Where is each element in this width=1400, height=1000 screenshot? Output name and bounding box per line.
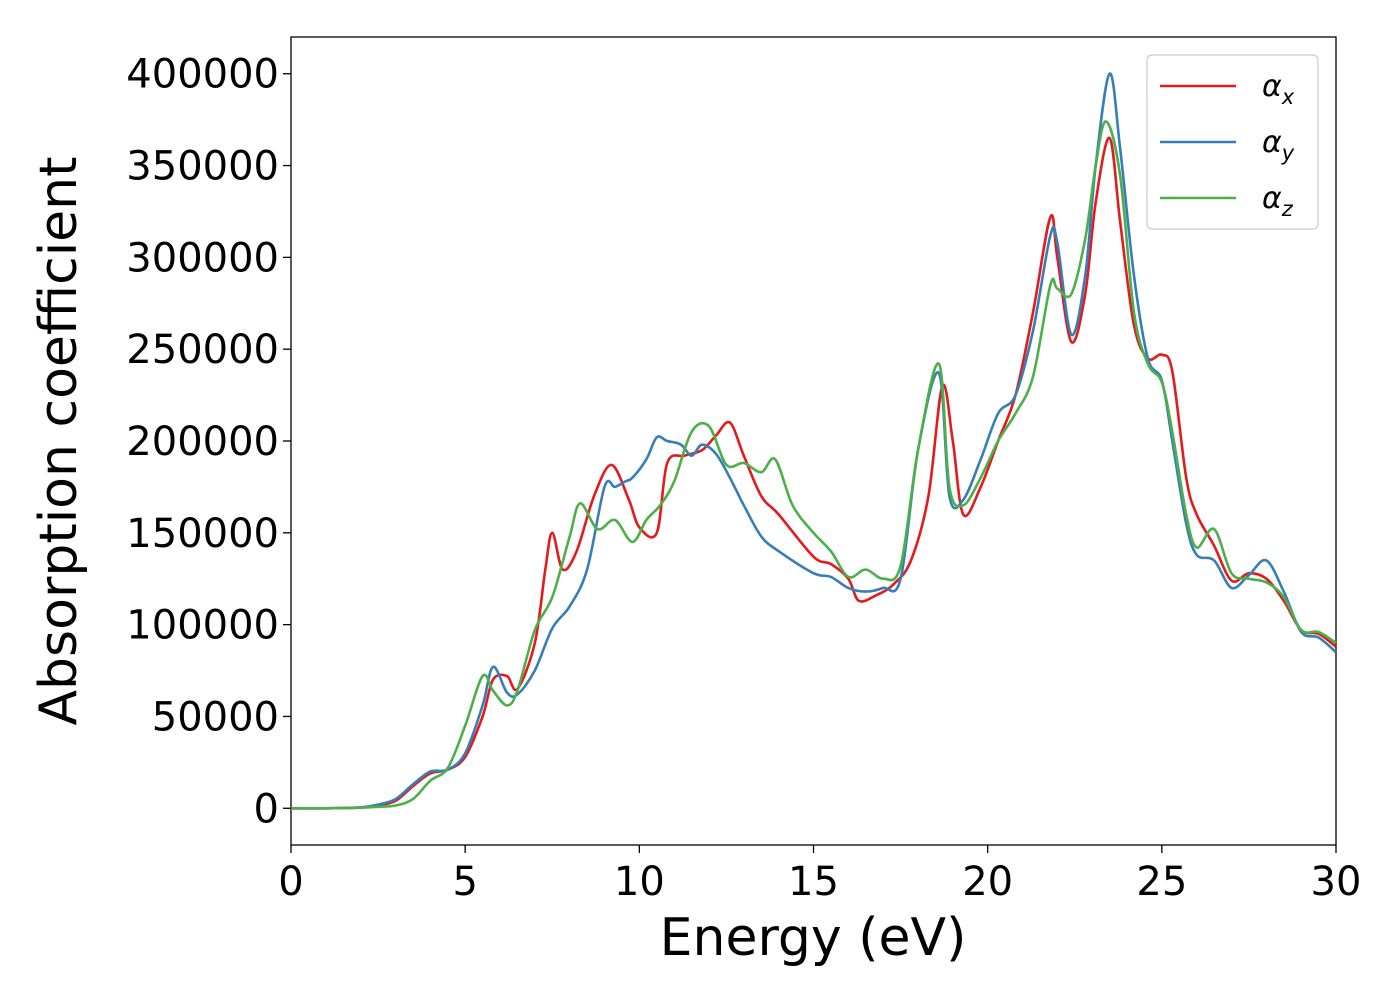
y-tick-label: 400000 bbox=[126, 52, 279, 98]
y-axis-title: Absorption coefficient bbox=[29, 156, 89, 725]
y-tick-label: 350000 bbox=[126, 144, 279, 190]
x-tick-label: 5 bbox=[452, 859, 477, 905]
y-tick-label: 150000 bbox=[126, 511, 279, 557]
y-tick-label: 0 bbox=[254, 786, 279, 832]
legend-label-sub: z bbox=[1281, 197, 1294, 221]
x-tick-label: 15 bbox=[788, 859, 839, 905]
legend-label-x: αx bbox=[1262, 69, 1295, 109]
x-tick-label: 30 bbox=[1311, 859, 1362, 905]
y-axis: 0 50000 100000 150000 200000 250000 300000 3500… bbox=[126, 52, 291, 832]
x-tick-label: 20 bbox=[962, 859, 1013, 905]
y-tick-label: 250000 bbox=[126, 327, 279, 373]
legend-label-sub: x bbox=[1281, 85, 1295, 109]
series-layer bbox=[290, 72, 1337, 810]
x-tick-label: 10 bbox=[614, 859, 665, 905]
x-axis-title: Energy (eV) bbox=[660, 908, 967, 968]
legend-label-main: α bbox=[1262, 69, 1282, 104]
y-tick-label: 200000 bbox=[126, 419, 279, 465]
series-line-y bbox=[290, 72, 1337, 810]
legend-label-sub: y bbox=[1281, 141, 1295, 165]
y-tick-label: 100000 bbox=[126, 603, 279, 649]
x-tick-label: 0 bbox=[278, 859, 303, 905]
y-tick-label: 50000 bbox=[152, 694, 279, 740]
legend-label-z: αz bbox=[1262, 181, 1294, 221]
x-tick-label: 25 bbox=[1136, 859, 1187, 905]
x-axis: 0 5 10 15 20 25 30 bbox=[278, 845, 1361, 905]
series-line-x bbox=[290, 136, 1337, 810]
legend-label-y: αy bbox=[1262, 125, 1295, 165]
legend-label-main: α bbox=[1262, 125, 1282, 160]
legend-label-main: α bbox=[1262, 181, 1282, 216]
y-tick-label: 300000 bbox=[126, 235, 279, 281]
series-line-z bbox=[290, 120, 1337, 810]
